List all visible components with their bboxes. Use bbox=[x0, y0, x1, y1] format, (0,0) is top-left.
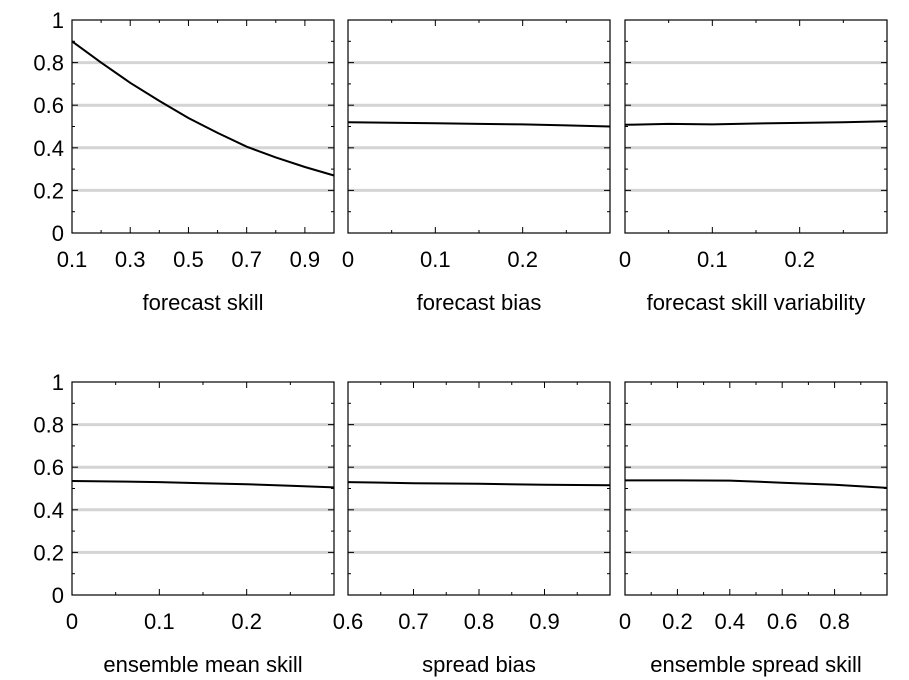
y-tick-label-4: 0.8 bbox=[33, 51, 64, 76]
x-tick-label-0: 0.1 bbox=[57, 247, 88, 272]
y-tick-label-1: 0.2 bbox=[33, 540, 64, 565]
y-tick-label-5: 1 bbox=[52, 370, 64, 395]
x-tick-label-1: 0.1 bbox=[697, 247, 728, 272]
y-tick-label-0: 0 bbox=[52, 583, 64, 608]
x-tick-label-2: 0.8 bbox=[464, 609, 495, 634]
x-tick-label-2: 0.2 bbox=[784, 247, 815, 272]
plot-frame bbox=[347, 381, 611, 596]
y-tick-label-0: 0 bbox=[52, 221, 64, 246]
x-axis-title: forecast skill variability bbox=[647, 290, 866, 315]
x-tick-label-2: 0.4 bbox=[715, 609, 746, 634]
panel-4: 0 0.2 0.4 0.6 0.8 1 0 0.1 0.2 ensemble mean skill bbox=[33, 370, 335, 677]
plot-frame bbox=[71, 381, 335, 596]
x-tick-label-1: 0.7 bbox=[398, 609, 429, 634]
x-tick-label-3: 0.7 bbox=[231, 247, 262, 272]
panel-6: 0 0.2 0.4 0.6 0.8 ensemble spread skill bbox=[619, 381, 888, 677]
x-tick-label-0: 0.6 bbox=[333, 609, 364, 634]
y-tick-label-1: 0.2 bbox=[33, 178, 64, 203]
x-tick-label-4: 0.9 bbox=[290, 247, 321, 272]
x-tick-label-2: 0.5 bbox=[173, 247, 204, 272]
series-line bbox=[347, 121, 611, 128]
y-tick-label-3: 0.6 bbox=[33, 93, 64, 118]
x-tick-label-3: 0.9 bbox=[529, 609, 560, 634]
x-axis-title: spread bias bbox=[422, 652, 536, 677]
panel-5: 0.6 0.7 0.8 0.9 spread bias bbox=[333, 381, 611, 677]
x-tick-label-1: 0.3 bbox=[115, 247, 146, 272]
x-tick-label-0: 0 bbox=[619, 609, 631, 634]
panel-3: 0 0.1 0.2 forecast skill variability bbox=[619, 19, 888, 315]
series-line bbox=[624, 120, 888, 126]
plot-frame bbox=[624, 381, 888, 596]
y-tick-label-3: 0.6 bbox=[33, 455, 64, 480]
series-line bbox=[347, 481, 611, 487]
series-line bbox=[625, 479, 888, 489]
x-axis-title: ensemble mean skill bbox=[103, 652, 302, 677]
y-tick-label-5: 1 bbox=[52, 8, 64, 33]
x-tick-label-0: 0 bbox=[619, 247, 631, 272]
x-tick-label-2: 0.2 bbox=[507, 247, 538, 272]
y-tick-label-2: 0.4 bbox=[33, 498, 64, 523]
x-axis-title: ensemble spread skill bbox=[650, 652, 862, 677]
x-axis-title: forecast skill bbox=[142, 290, 263, 315]
y-tick-label-4: 0.8 bbox=[33, 413, 64, 438]
series-line bbox=[71, 480, 335, 489]
x-axis-title: forecast bias bbox=[417, 290, 542, 315]
x-tick-label-2: 0.2 bbox=[231, 609, 262, 634]
panel-1: 0 0.2 0.4 0.6 0.8 1 0.1 0.3 0.5 0.7 0.9 forecast sk… bbox=[33, 8, 335, 315]
plot-frame bbox=[624, 19, 888, 234]
x-tick-label-4: 0.8 bbox=[819, 609, 850, 634]
x-tick-label-1: 0.2 bbox=[662, 609, 693, 634]
x-tick-label-1: 0.1 bbox=[420, 247, 451, 272]
x-tick-label-0: 0 bbox=[66, 609, 78, 634]
x-tick-label-1: 0.1 bbox=[144, 609, 175, 634]
series-line bbox=[71, 40, 335, 177]
x-tick-label-0: 0 bbox=[342, 247, 354, 272]
panel-2: 0 0.1 0.2 forecast bias bbox=[342, 19, 611, 315]
x-tick-label-3: 0.6 bbox=[767, 609, 798, 634]
y-tick-label-2: 0.4 bbox=[33, 136, 64, 161]
